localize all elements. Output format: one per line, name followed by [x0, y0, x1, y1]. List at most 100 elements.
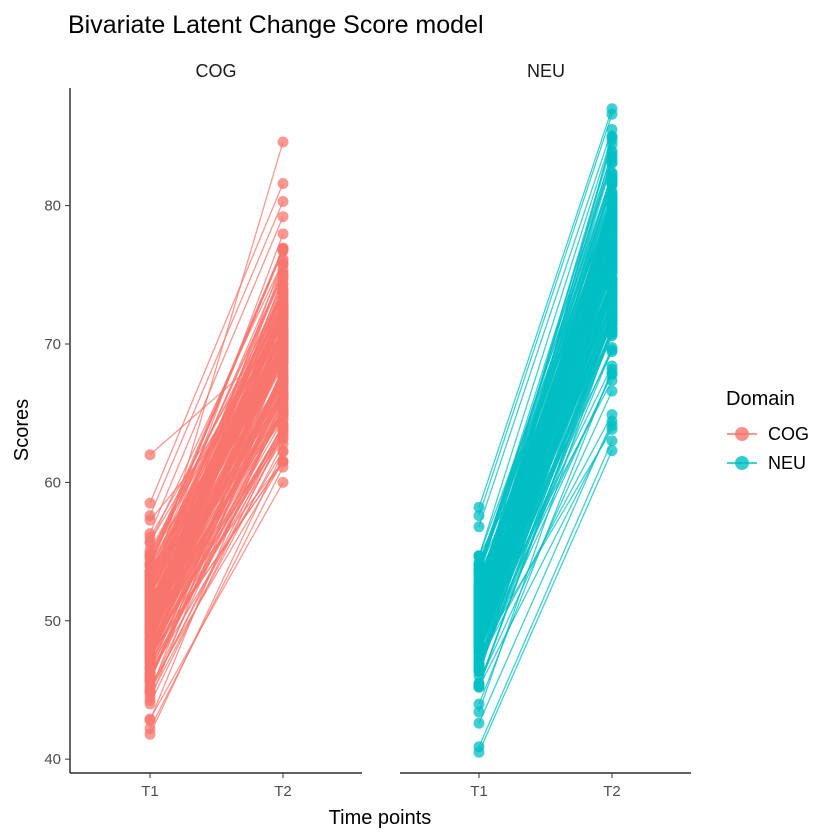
trajectory-line-cog	[149, 320, 284, 622]
point-t1-cog	[144, 645, 156, 657]
trajectory-line-cog	[149, 201, 284, 516]
point-t2-neu	[606, 435, 618, 447]
point-t1-cog	[144, 528, 156, 540]
trajectory-line-cog	[149, 379, 284, 606]
strip-label-cog: COG	[195, 61, 236, 81]
chart-title: Bivariate Latent Change Score model	[68, 11, 484, 39]
trajectory-line-cog	[149, 451, 284, 735]
x-tick-label-t2: T2	[274, 783, 292, 800]
trajectory-line-cog	[149, 482, 284, 720]
trajectory-line-neu	[478, 108, 613, 508]
point-t1-neu	[473, 590, 485, 602]
point-t2-neu	[606, 177, 618, 189]
point-t1-neu	[473, 647, 485, 659]
point-t1-neu	[473, 656, 485, 668]
trajectory-line-neu	[478, 369, 613, 705]
point-t2-neu	[606, 363, 618, 375]
point-t2-cog	[277, 357, 289, 369]
point-t1-cog	[144, 615, 156, 627]
point-t1-neu	[473, 706, 485, 718]
point-t2-cog	[277, 461, 289, 473]
trajectory-line-neu	[478, 347, 613, 651]
trajectory-line-cog	[149, 368, 284, 652]
trajectory-line-neu	[478, 129, 613, 527]
point-t1-neu	[473, 635, 485, 647]
y-tick-label-40: 40	[44, 751, 61, 768]
trajectory-line-neu	[478, 207, 613, 614]
point-t2-neu	[606, 124, 618, 136]
legend-label-neu: NEU	[768, 453, 806, 473]
point-t1-cog	[144, 510, 156, 522]
point-t2-neu	[606, 221, 618, 233]
point-t2-neu	[606, 385, 618, 397]
trajectory-line-neu	[478, 226, 613, 641]
trajectory-line-cog	[149, 399, 284, 632]
trajectory-line-cog	[149, 362, 284, 590]
point-t2-neu	[606, 445, 618, 457]
trajectory-line-cog	[149, 183, 284, 504]
point-t1-cog	[144, 596, 156, 608]
trajectory-line-cog	[149, 423, 284, 673]
point-t1-cog	[144, 547, 156, 559]
trajectory-line-neu	[478, 153, 613, 571]
point-t1-cog	[144, 586, 156, 598]
trajectory-line-neu	[478, 425, 613, 688]
point-t2-neu	[606, 145, 618, 157]
point-t1-cog	[144, 666, 156, 678]
trajectory-line-neu	[478, 183, 613, 597]
point-t2-cog	[277, 287, 289, 299]
point-t1-cog	[144, 728, 156, 740]
point-t1-neu	[473, 510, 485, 522]
point-t1-neu	[473, 681, 485, 693]
legend: Domain COG NEU	[726, 388, 809, 473]
point-t1-cog	[144, 497, 156, 509]
y-tick-label-80: 80	[44, 198, 61, 215]
x-axis-title: Time points	[329, 807, 432, 829]
point-t2-neu	[606, 156, 618, 168]
trajectory-line-neu	[478, 421, 613, 724]
point-t1-neu	[473, 605, 485, 617]
point-t1-cog	[144, 625, 156, 637]
strip-label-neu: NEU	[527, 61, 565, 81]
point-t2-cog	[277, 296, 289, 308]
point-t2-cog	[277, 177, 289, 189]
point-t2-cog	[277, 244, 289, 256]
trajectory-line-cog	[149, 302, 284, 575]
trajectory-line-neu	[478, 114, 613, 516]
point-t1-cog	[144, 573, 156, 585]
point-t2-cog	[277, 228, 289, 240]
point-t1-neu	[473, 717, 485, 729]
trajectory-line-neu	[478, 328, 613, 651]
point-t2-cog	[277, 314, 289, 326]
legend-item-neu: NEU	[727, 453, 806, 473]
y-axis-title: Scores	[11, 399, 33, 461]
point-t1-cog	[144, 677, 156, 689]
trajectory-line-cog	[149, 216, 284, 534]
point-t1-cog	[144, 449, 156, 461]
y-tick-label-50: 50	[44, 613, 61, 630]
point-t2-cog	[277, 136, 289, 148]
panel-neu: NEU T1 T2	[400, 61, 691, 800]
trajectory-line-neu	[478, 161, 613, 574]
y-tick-label-60: 60	[44, 474, 61, 491]
trajectory-line-cog	[149, 425, 284, 652]
legend-item-cog: COG	[727, 424, 809, 444]
trajectory-line-neu	[478, 248, 613, 645]
x-tick-label-t1: T1	[470, 783, 488, 800]
point-t2-neu	[606, 253, 618, 265]
trajectory-line-neu	[478, 136, 613, 557]
legend-swatch-point-cog	[735, 427, 749, 441]
point-t1-cog	[144, 698, 156, 710]
point-t1-cog	[144, 713, 156, 725]
trajectory-line-cog	[149, 419, 284, 651]
point-t2-cog	[277, 394, 289, 406]
trajectory-line-neu	[478, 150, 613, 612]
trajectory-line-neu	[478, 440, 613, 747]
point-t2-cog	[277, 476, 289, 488]
point-t1-cog	[144, 633, 156, 645]
trajectory-line-cog	[149, 249, 284, 566]
point-t2-neu	[606, 296, 618, 308]
trajectory-line-cog	[149, 466, 284, 730]
point-t1-neu	[473, 501, 485, 513]
